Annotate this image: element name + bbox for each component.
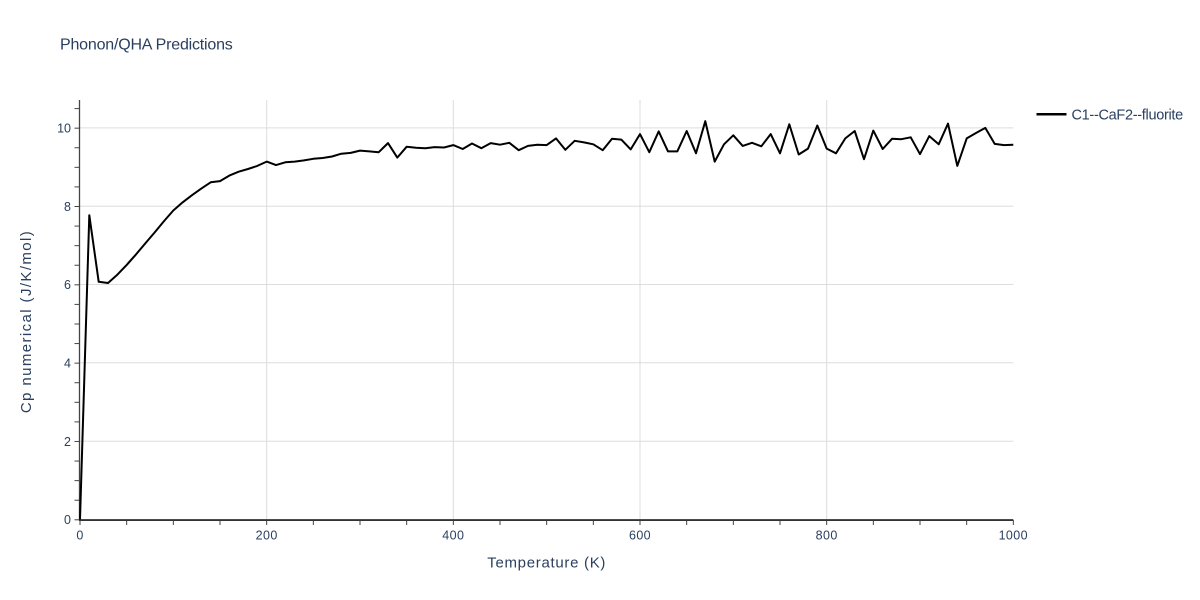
svg-text:0: 0 [64,513,71,527]
svg-text:4: 4 [64,357,71,371]
svg-text:2: 2 [64,435,71,449]
svg-text:C1--CaF2--fluorite: C1--CaF2--fluorite [1072,108,1184,124]
svg-text:0: 0 [76,529,83,543]
svg-text:Cp numerical (J/K/mol): Cp numerical (J/K/mol) [18,230,35,413]
svg-text:Phonon/QHA Predictions: Phonon/QHA Predictions [60,37,233,54]
svg-text:200: 200 [256,529,278,543]
svg-text:1000: 1000 [999,529,1028,543]
svg-text:800: 800 [816,529,838,543]
svg-text:Temperature (K): Temperature (K) [487,555,606,572]
svg-text:8: 8 [64,200,71,214]
svg-text:400: 400 [442,529,464,543]
svg-text:6: 6 [64,278,71,292]
svg-text:600: 600 [629,529,651,543]
svg-text:10: 10 [57,122,71,136]
